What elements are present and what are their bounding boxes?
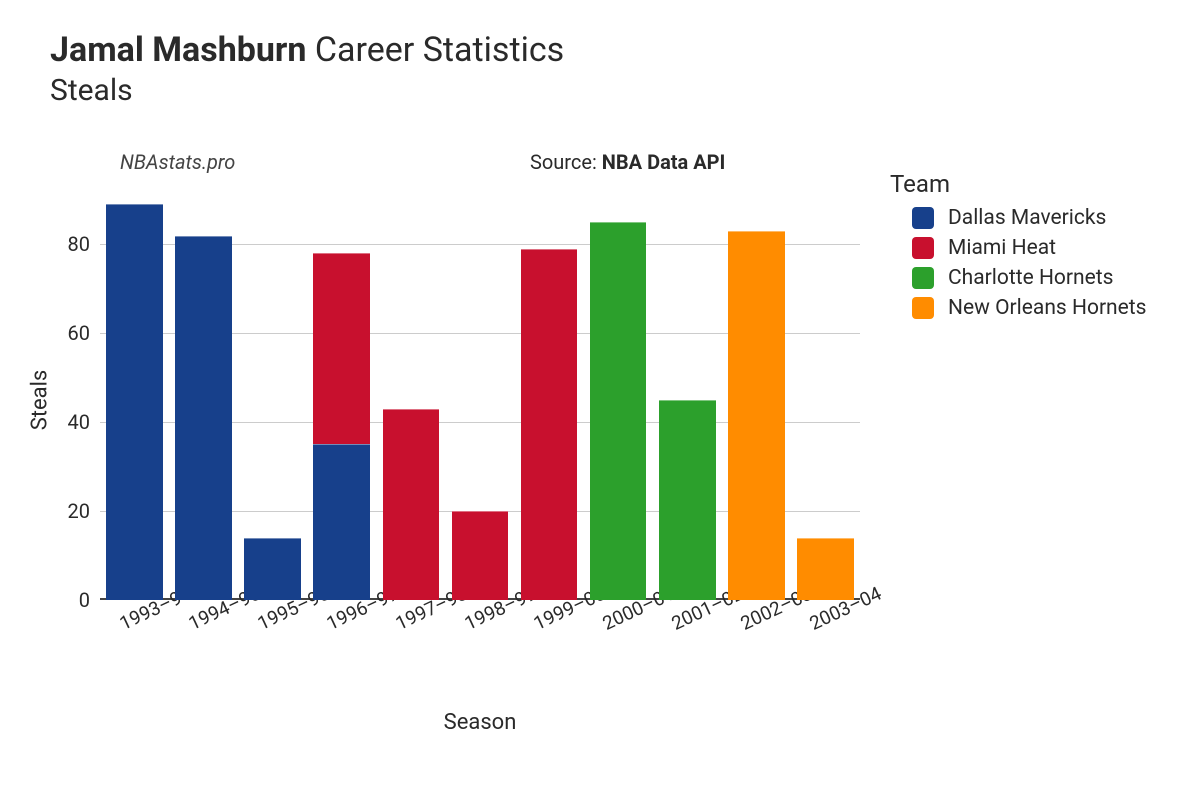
- bar-slot: 2003–04: [797, 200, 854, 600]
- legend-label: Dallas Mavericks: [948, 206, 1106, 230]
- source-label: Source: NBA Data API: [530, 150, 725, 174]
- bar-segment: [106, 204, 163, 600]
- title-player-name: Jamal Mashburn: [50, 30, 306, 70]
- y-axis-title: Steals: [28, 370, 53, 431]
- bar-segment: [244, 538, 301, 600]
- bar-segment: [521, 249, 578, 600]
- legend-title: Team: [890, 170, 1147, 198]
- y-tick-label: 80: [68, 232, 90, 256]
- bar-slot: 1999–00: [521, 200, 578, 600]
- watermark-label: NBAstats.pro: [120, 150, 235, 174]
- bar-segment: [175, 236, 232, 600]
- bar-segment: [590, 222, 647, 600]
- bar-slot: 2000–01: [590, 200, 647, 600]
- bar-slot: 2002–03: [728, 200, 785, 600]
- legend-swatch: [912, 297, 934, 319]
- legend: Team Dallas Mavericks Miami Heat Charlotte…: [890, 170, 1147, 326]
- bar-slot: 1998–99: [452, 200, 509, 600]
- bar-slot: 1996–97: [313, 200, 370, 600]
- bar-segment: [383, 409, 440, 600]
- y-tick-label: 0: [79, 588, 90, 612]
- source-name: NBA Data API: [602, 150, 726, 174]
- y-tick-label: 60: [68, 321, 90, 345]
- legend-swatch: [912, 207, 934, 229]
- legend-label: New Orleans Hornets: [948, 296, 1147, 320]
- legend-item: Charlotte Hornets: [890, 266, 1147, 290]
- legend-item: Dallas Mavericks: [890, 206, 1147, 230]
- bar-segment: [313, 444, 370, 600]
- y-tick-label: 20: [68, 499, 90, 523]
- chart-plot-area: 0204060801993–941994–951995–961996–97199…: [100, 200, 860, 600]
- bar-segment: [728, 231, 785, 600]
- title-suffix: Career Statistics: [306, 30, 564, 70]
- bar-slot: 1997–98: [383, 200, 440, 600]
- bar-slot: 1994–95: [175, 200, 232, 600]
- legend-swatch: [912, 267, 934, 289]
- y-tick-label: 40: [68, 410, 90, 434]
- bar-slot: 1993–94: [106, 200, 163, 600]
- chart-title: Jamal Mashburn Career Statistics: [50, 30, 564, 71]
- bar-segment: [797, 538, 854, 600]
- bar-segment: [659, 400, 716, 600]
- legend-swatch: [912, 237, 934, 259]
- bar-segment: [452, 511, 509, 600]
- x-axis-title: Season: [444, 710, 517, 735]
- chart-subtitle: Steals: [50, 73, 564, 108]
- legend-item: Miami Heat: [890, 236, 1147, 260]
- legend-item: New Orleans Hornets: [890, 296, 1147, 320]
- bar-segment: [313, 253, 370, 444]
- source-prefix: Source:: [530, 150, 602, 174]
- bar-slot: 2001–02: [659, 200, 716, 600]
- legend-label: Charlotte Hornets: [948, 266, 1113, 290]
- legend-label: Miami Heat: [948, 236, 1056, 260]
- bar-slot: 1995–96: [244, 200, 301, 600]
- chart-title-block: Jamal Mashburn Career Statistics Steals: [50, 30, 564, 108]
